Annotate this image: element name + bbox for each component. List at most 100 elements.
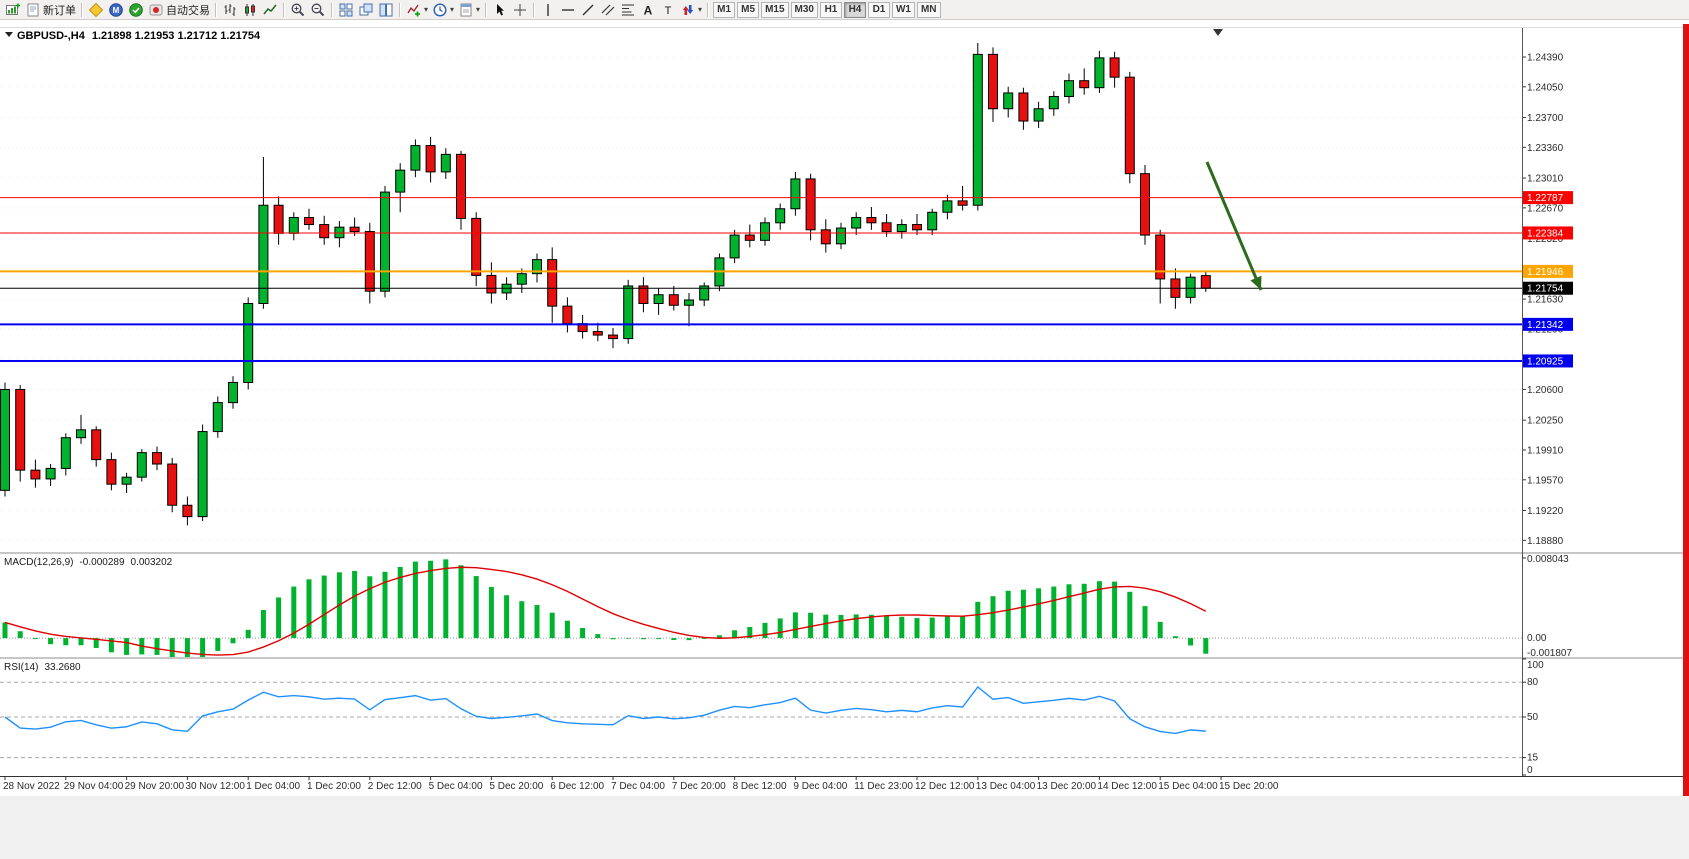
- arrows-button[interactable]: ▾: [678, 1, 704, 19]
- line-icon: [263, 4, 277, 14]
- tile-windows-button[interactable]: [336, 1, 356, 19]
- candle-body-down: [91, 429, 102, 461]
- zoom-in-button[interactable]: [288, 1, 308, 19]
- macd-histogram-bar: [868, 614, 874, 639]
- timeframe-button-M5[interactable]: M5: [737, 1, 760, 18]
- candle-body-up: [228, 381, 238, 404]
- community-button[interactable]: M: [106, 1, 126, 19]
- candle-body-up: [60, 437, 71, 469]
- chevron-down-icon: ▾: [476, 4, 481, 14]
- indicators-button[interactable]: ▾: [404, 1, 430, 19]
- macd-histogram-bar: [321, 575, 327, 639]
- timeframe-button-H4[interactable]: H4: [843, 1, 866, 18]
- crosshair-button[interactable]: [510, 1, 530, 19]
- new-chart-button[interactable]: [3, 1, 23, 19]
- new-order-button[interactable]: 新订单: [23, 1, 78, 19]
- macd-histogram-bar: [1157, 621, 1163, 639]
- macd-histogram-bar: [367, 576, 373, 639]
- new-order-button-label: 新订单: [43, 4, 76, 17]
- timeframe-button-M1[interactable]: M1: [713, 1, 736, 18]
- macd-histogram-bar: [899, 616, 905, 639]
- candle-body-up: [927, 211, 938, 231]
- bar-chart-button[interactable]: [220, 1, 240, 19]
- market-button[interactable]: [126, 1, 146, 19]
- zoom-out-button[interactable]: [308, 1, 328, 19]
- timeframe-button-M15[interactable]: M15: [761, 1, 789, 18]
- candle-body-down: [152, 452, 162, 465]
- chart-shift-marker[interactable]: [1213, 29, 1223, 36]
- templates-button[interactable]: ▾: [456, 1, 482, 19]
- macd-histogram-bar: [260, 609, 266, 639]
- time-axis-label: 7 Dec 20:00: [672, 781, 726, 792]
- macd-histogram-bar: [640, 638, 646, 640]
- periods-button[interactable]: ▾: [430, 1, 456, 19]
- metaeditor-button[interactable]: [86, 1, 106, 19]
- trend-arrow-annotation[interactable]: [1205, 161, 1263, 291]
- trendline-button[interactable]: [578, 1, 598, 19]
- time-axis-label: 5 Dec 04:00: [429, 781, 483, 792]
- candle-body-up: [760, 222, 770, 241]
- timeframe-button-M30[interactable]: M30: [790, 1, 818, 18]
- candle-body-up: [380, 191, 390, 292]
- cursor-button[interactable]: [490, 1, 510, 19]
- timeframe-button-W1[interactable]: W1: [891, 1, 915, 18]
- community-icon: M: [109, 2, 123, 17]
- equidistant-channel-button[interactable]: [598, 1, 618, 19]
- macd-histogram-bar: [792, 612, 798, 639]
- candle-body-down: [304, 217, 314, 226]
- macd-histogram-bar: [458, 565, 464, 639]
- candle-body-up: [76, 429, 86, 439]
- macd-histogram-bar: [1036, 588, 1042, 639]
- chart-plot-area[interactable]: [0, 28, 1522, 776]
- timeframe-button-D1[interactable]: D1: [867, 1, 890, 18]
- horizontal-line-button[interactable]: [558, 1, 578, 19]
- text-label-button[interactable]: T: [658, 1, 678, 19]
- macd-signal-line: [4, 566, 1207, 656]
- macd-histogram-bar: [701, 638, 707, 639]
- macd-histogram-bar: [1066, 584, 1072, 639]
- macd-histogram-bar: [504, 595, 510, 639]
- fibonacci-button[interactable]: [618, 1, 638, 19]
- vertical-line-button[interactable]: [538, 1, 558, 19]
- macd-histogram-bar: [291, 586, 297, 639]
- macd-histogram-bar: [1096, 581, 1102, 639]
- text-button[interactable]: A: [638, 1, 658, 19]
- cascade-windows-button[interactable]: [356, 1, 376, 19]
- chart-title: GBPUSD-,H4 1.21898 1.21953 1.21712 1.2175…: [17, 30, 261, 42]
- candle-body-up: [212, 402, 223, 433]
- macd-histogram-bar: [762, 622, 768, 639]
- candle-body-down: [364, 231, 375, 292]
- candle-body-down: [547, 259, 558, 307]
- macd-histogram-bar: [990, 596, 996, 639]
- autotrading-button[interactable]: 自动交易: [146, 1, 212, 19]
- macd-histogram-bar: [564, 620, 570, 639]
- symbol-dropdown-icon[interactable]: [5, 32, 13, 37]
- candlestick-chart-button[interactable]: [240, 1, 260, 19]
- arrow-shapes-icon: [682, 4, 694, 15]
- candle-body-down: [562, 305, 573, 325]
- rsi-axis-label: 0: [1527, 765, 1533, 776]
- timeframe-button-H1[interactable]: H1: [819, 1, 842, 18]
- candle-body-down: [486, 274, 497, 294]
- svg-text:A: A: [644, 3, 653, 17]
- time-axis-label: 28 Nov 2022: [3, 781, 60, 792]
- macd-histogram-bar: [352, 570, 358, 639]
- bars-icon: [224, 3, 236, 16]
- macd-histogram-bar: [838, 614, 844, 639]
- time-axis-label: 11 Dec 23:00: [854, 781, 913, 792]
- tile-vertical-button[interactable]: [376, 1, 396, 19]
- candle-body-down: [668, 294, 679, 306]
- clock-icon: [433, 2, 447, 17]
- candle-body-up: [410, 145, 421, 171]
- timeframe-button-MN[interactable]: MN: [916, 1, 941, 18]
- price-axis-label: 1.23700: [1527, 113, 1564, 124]
- price-axis-label: 1.22320: [1527, 234, 1564, 245]
- macd-histogram-bar: [1127, 591, 1133, 639]
- macd-axis-label: 0.00: [1527, 633, 1547, 644]
- macd-histogram-bar: [534, 604, 540, 639]
- candle-body-down: [425, 145, 436, 173]
- price-badge: [1523, 281, 1573, 295]
- line-chart-button[interactable]: [260, 1, 280, 19]
- rsi-axis-label: 50: [1527, 712, 1539, 723]
- macd-histogram-bar: [1081, 583, 1087, 639]
